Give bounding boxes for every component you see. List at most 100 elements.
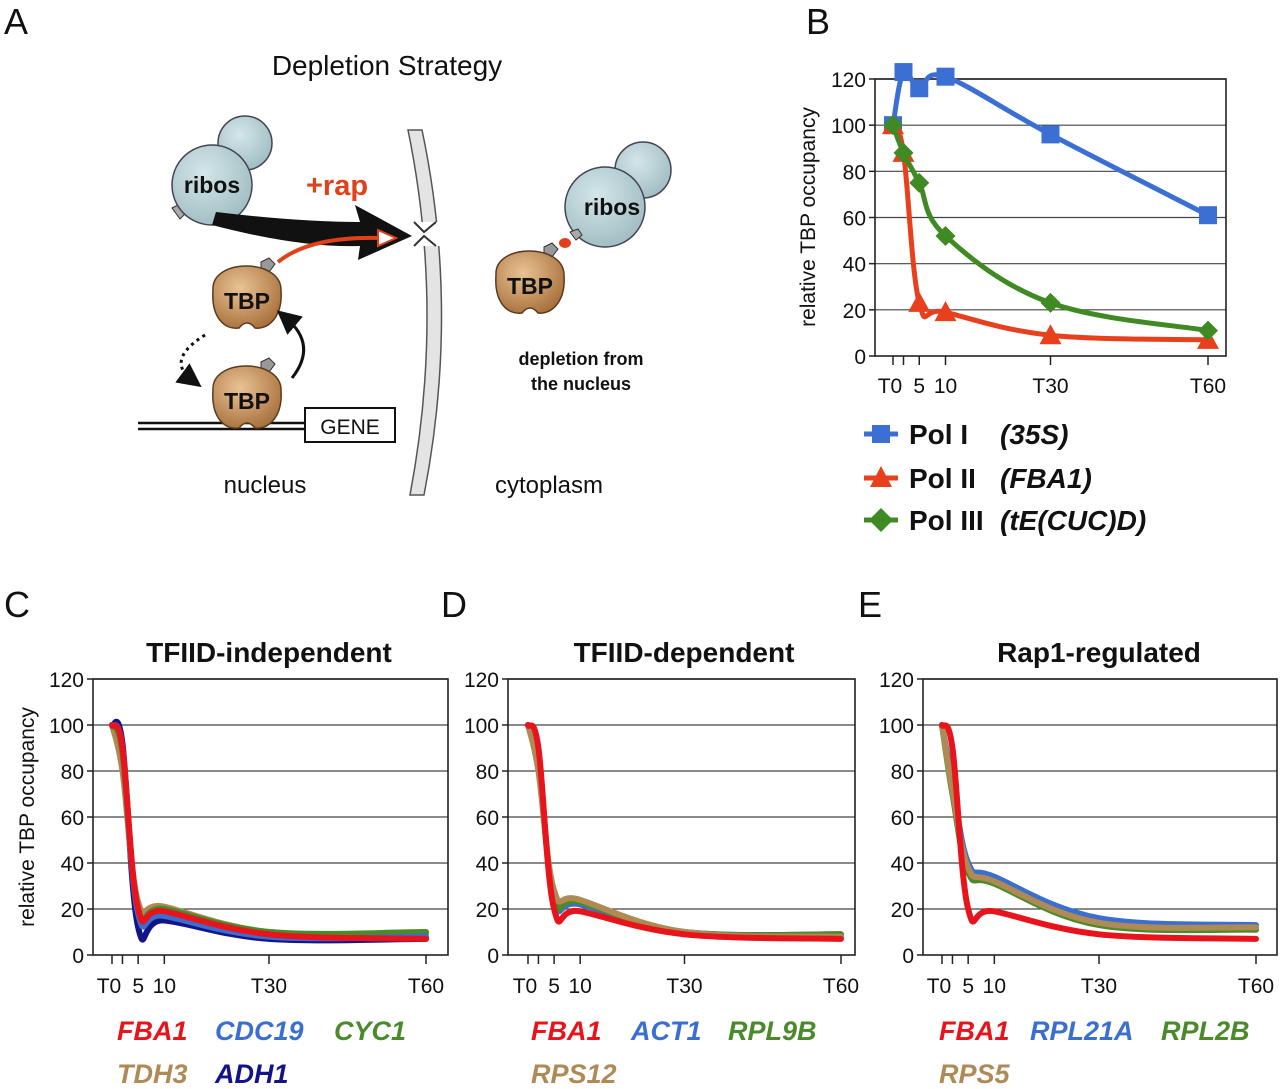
tbp-label: TBP: [224, 288, 270, 314]
panel-label-a: A: [4, 1, 28, 42]
red-curved-arrow: [276, 235, 381, 264]
y-tick-label: 20: [843, 300, 866, 323]
x-tick-label: T60: [1190, 375, 1226, 398]
solid-arrow: [276, 310, 306, 379]
series-line-rpl21a: [939, 722, 1259, 929]
chart-2: 0 20 40 60 80 100 120 T0 5 10 T30 T60: [464, 669, 859, 998]
y-tick-label: 40: [476, 853, 499, 876]
data-point-diamond: [1040, 292, 1061, 313]
nuclear-membrane: [407, 129, 443, 496]
y-tick-label: 60: [891, 807, 914, 830]
y-tick-label: 20: [61, 899, 84, 922]
ribosome-nucleus: ribos: [171, 115, 273, 226]
x-tick-label: T30: [251, 975, 287, 998]
data-point-diamond: [1198, 320, 1218, 341]
x-tick-label: T30: [666, 975, 702, 998]
tbp-bound: TBP: [212, 357, 282, 429]
y-tick-label: 100: [49, 715, 84, 738]
legend-gene: (35S): [1000, 419, 1068, 450]
series-line-fba1: [109, 722, 429, 942]
y-tick-label: 40: [843, 254, 866, 277]
y-tick-label: 120: [49, 669, 84, 692]
series-line-rpl2b: [939, 722, 1259, 934]
y-tick-label: 120: [464, 669, 499, 692]
legend-b: Pol I (35S) Pol II (FBA1) Pol III (tE(CU…: [864, 419, 1146, 536]
x-tick-label: T60: [1238, 975, 1274, 998]
x-tick-label: T30: [1032, 375, 1068, 398]
triangle-marker-icon: [870, 466, 892, 487]
ribos-label: ribos: [184, 172, 240, 198]
diamond-marker-icon: [869, 508, 893, 532]
x-tick-label: T0: [513, 975, 538, 998]
chart-title-d: TFIID-dependent: [574, 637, 795, 668]
x-tick-label: 5: [962, 975, 974, 998]
legend-name: Pol III: [909, 505, 984, 536]
square-marker-icon: [872, 425, 890, 443]
big-black-arrow: [212, 205, 412, 260]
legend-d: FBA1 ACT1 RPL9B RPS12: [531, 1016, 817, 1089]
data-point-triangle: [934, 301, 957, 322]
data-point-triangle: [908, 291, 931, 312]
y-tick-label: 0: [854, 346, 866, 369]
data-point-square: [1041, 125, 1060, 144]
panel-label-d: D: [441, 584, 467, 625]
legend-e: FBA1 RPL21A RPL2B RPS5: [939, 1016, 1250, 1089]
y-tick-label: 20: [476, 899, 499, 922]
chart-title-e: Rap1-regulated: [997, 637, 1201, 668]
legend-item-pol-ii: Pol II (FBA1): [864, 463, 1092, 494]
x-tick-label: T0: [97, 975, 122, 998]
series-line-fba1: [939, 722, 1259, 942]
legend-fba1: FBA1: [531, 1016, 602, 1046]
data-point-square: [1199, 206, 1217, 225]
plot-frame: [922, 678, 1278, 956]
legend-cdc19: CDC19: [215, 1016, 304, 1046]
data-point-diamond: [883, 115, 903, 136]
series-line-cyc1: [109, 722, 429, 937]
x-tick-label: 5: [913, 375, 925, 398]
data-point-diamond: [893, 142, 914, 163]
x-tick-label: T0: [927, 975, 952, 998]
data-point-diamond: [909, 172, 930, 193]
x-tick-label: 5: [132, 975, 144, 998]
legend-item-pol-i: Pol I (35S): [864, 419, 1068, 450]
legend-tdh3: TDH3: [117, 1059, 188, 1089]
ribos-label: ribos: [584, 194, 640, 220]
dashed-arrow: [175, 333, 206, 388]
legend-rpl2b: RPL2B: [1161, 1016, 1250, 1046]
legend-name: Pol II: [909, 463, 976, 494]
series-line-tdh3: [109, 722, 429, 938]
chart-title-c: TFIID-independent: [146, 637, 392, 668]
y-tick-label: 100: [879, 715, 914, 738]
panel-label-b: B: [806, 1, 830, 42]
data-point-square: [936, 67, 955, 86]
y-tick-label: 60: [61, 807, 84, 830]
panel-label-e: E: [858, 584, 882, 625]
data-point-square: [910, 79, 929, 98]
legend-cyc1: CYC1: [334, 1016, 406, 1046]
legend-fba1: FBA1: [939, 1016, 1010, 1046]
rap-dot: [559, 238, 571, 248]
y-tick-label: 60: [843, 208, 866, 231]
x-tick-label: 10: [983, 975, 1006, 998]
diagram-title: Depletion Strategy: [272, 50, 502, 81]
nuclear-pore-outline: [413, 221, 437, 247]
y-axis-label-c: relative TBP occupancy: [16, 707, 39, 927]
ribosome-cytoplasm: ribos: [559, 141, 672, 248]
cytoplasm-label: cytoplasm: [495, 472, 603, 499]
tbp-upper: TBP: [212, 257, 282, 329]
x-tick-label: T30: [1081, 975, 1117, 998]
y-tick-label: 120: [879, 669, 914, 692]
legend-adh1: ADH1: [214, 1059, 289, 1089]
y-tick-label: 100: [831, 115, 866, 138]
depletion-text-1: depletion from: [519, 349, 644, 369]
y-tick-label: 0: [902, 945, 914, 968]
legend-name: Pol I: [909, 419, 968, 450]
gene-box: [304, 407, 396, 443]
x-tick-label: T0: [878, 375, 903, 398]
y-tick-label: 40: [61, 853, 84, 876]
x-tick-label: 10: [153, 975, 176, 998]
series-line-rps5: [939, 722, 1259, 931]
legend-gene: (tE(CUC)D): [1000, 505, 1146, 536]
depletion-diagram: Depletion Strategy ribos +rap TBP GENE T…: [138, 50, 672, 499]
